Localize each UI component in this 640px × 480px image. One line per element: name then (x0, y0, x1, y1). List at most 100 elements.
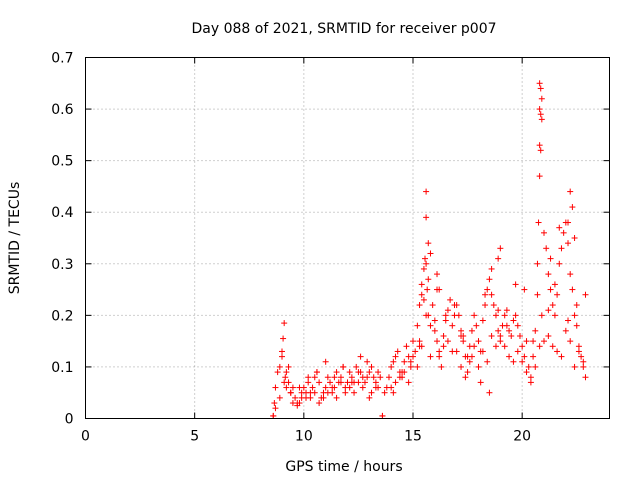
data-point (519, 358, 526, 365)
data-point (492, 312, 499, 319)
data-point (434, 338, 441, 345)
data-point (353, 363, 360, 370)
data-point (372, 379, 379, 386)
data-point (575, 343, 582, 350)
data-point (471, 343, 478, 350)
y-tick-label: 0.1 (51, 360, 73, 376)
data-point (532, 363, 539, 370)
data-point (427, 353, 434, 360)
data-point (274, 369, 281, 376)
data-point (460, 338, 467, 345)
data-point (375, 384, 382, 391)
data-point (449, 322, 456, 329)
data-point (458, 332, 465, 339)
data-point (424, 286, 431, 293)
data-point (287, 389, 294, 396)
data-point (573, 322, 580, 329)
data-point (537, 111, 544, 118)
x-tick-label: 20 (513, 429, 531, 445)
data-point (283, 384, 290, 391)
data-point (337, 374, 344, 381)
data-point (361, 379, 368, 386)
data-point (582, 291, 589, 298)
data-point (394, 348, 401, 355)
data-point (357, 353, 364, 360)
data-point (410, 353, 416, 360)
data-point (512, 312, 519, 319)
data-point (580, 363, 587, 370)
data-point (501, 312, 508, 319)
data-point (580, 358, 587, 365)
data-point (348, 374, 355, 381)
data-point (418, 291, 425, 298)
data-point (558, 245, 565, 252)
data-point (285, 363, 292, 370)
data-point (532, 327, 539, 334)
x-axis-label: GPS time / hours (285, 459, 402, 475)
data-point (403, 343, 410, 350)
data-point (551, 281, 558, 288)
data-point (425, 276, 432, 283)
data-point (309, 384, 316, 391)
data-point (368, 363, 375, 370)
data-point (558, 353, 565, 360)
data-point (422, 255, 429, 262)
data-point (536, 142, 543, 149)
data-point (547, 255, 554, 262)
data-point (431, 317, 438, 324)
y-tick-label: 0.3 (51, 257, 73, 273)
data-point (407, 358, 414, 365)
data-point (423, 214, 430, 221)
data-point (401, 358, 408, 365)
data-point (282, 374, 289, 381)
data-point (375, 369, 382, 376)
data-point (416, 302, 423, 309)
data-point (434, 271, 441, 278)
data-point (567, 271, 574, 278)
ticks-layer: 0 5 10 15 20 0 0.1 0.2 0.3 0.4 0.5 0.6 0.7 (51, 51, 610, 445)
data-point (442, 317, 449, 324)
data-point (510, 358, 517, 365)
plot-frame (85, 57, 610, 419)
data-point (423, 188, 430, 195)
data-point (484, 358, 491, 365)
data-point (364, 358, 371, 365)
data-point (410, 338, 416, 345)
data-point (414, 363, 421, 370)
data-point (333, 369, 340, 376)
data-point (488, 291, 495, 298)
data-point (503, 307, 510, 314)
data-point (497, 245, 504, 252)
data-point (536, 173, 543, 180)
x-tick-label: 10 (295, 429, 313, 445)
data-point (316, 379, 323, 386)
data-point (279, 348, 285, 355)
data-point (475, 338, 482, 345)
data-point (388, 384, 395, 391)
data-point (514, 348, 521, 355)
x-tick-label: 0 (81, 429, 90, 445)
data-point (357, 369, 364, 376)
data-point (521, 353, 528, 360)
grid-layer (85, 57, 610, 419)
data-point (486, 389, 493, 396)
data-point (534, 291, 541, 298)
data-point (495, 307, 502, 314)
data-point (427, 322, 434, 329)
data-point (538, 312, 545, 319)
data-point (329, 384, 336, 391)
data-point (503, 322, 510, 329)
data-point (289, 384, 296, 391)
data-point (272, 384, 279, 391)
data-point (525, 363, 532, 370)
data-point (545, 307, 552, 314)
data-point (399, 369, 406, 376)
data-point (324, 374, 331, 381)
data-point (565, 240, 572, 247)
data-point (537, 85, 544, 92)
data-point (276, 394, 283, 401)
data-point (355, 379, 362, 386)
data-point (556, 260, 563, 267)
data-point (466, 358, 473, 365)
